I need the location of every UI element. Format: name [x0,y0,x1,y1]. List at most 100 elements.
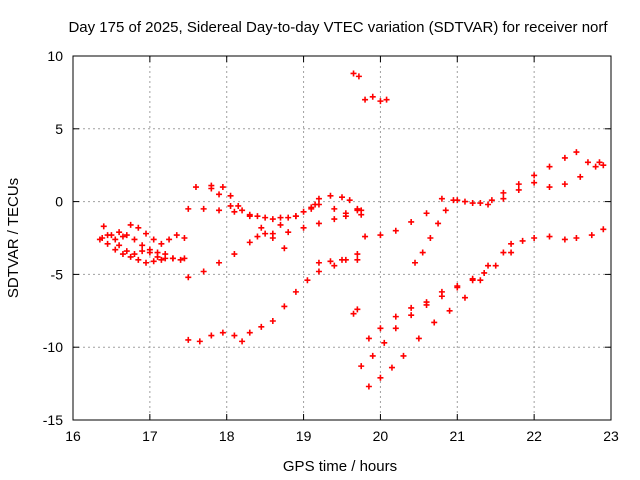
data-point [531,172,538,179]
data-point [185,336,192,343]
x-axis-label: GPS time / hours [283,458,397,475]
data-point [262,230,269,237]
data-point [377,98,384,105]
data-point [216,259,223,266]
y-tick-label: 10 [47,48,63,64]
series-8 [254,207,361,240]
data-point [388,364,395,371]
series-18 [365,226,607,390]
data-point [423,210,430,217]
data-point [308,204,315,211]
data-point [519,237,526,244]
data-point [104,232,111,239]
data-point [362,233,369,240]
data-point [485,201,492,208]
data-point [315,195,322,202]
y-tick-label: 5 [55,121,63,137]
data-point [488,197,495,204]
data-point [116,229,123,236]
series-1 [99,229,184,263]
data-point [331,262,338,269]
data-point [438,293,445,300]
data-point [339,256,345,263]
data-point [143,259,150,266]
data-point [365,335,372,342]
data-point [500,249,507,256]
series-15 [412,149,603,266]
data-point [150,258,157,265]
data-point [239,338,246,345]
data-point [277,214,284,221]
data-point [577,173,584,180]
data-point [531,235,538,241]
data-point [377,232,384,239]
data-point [292,288,299,295]
data-point [369,352,376,359]
data-point [99,235,106,241]
data-point [246,239,253,246]
data-point [100,223,107,230]
data-point [258,224,265,231]
x-tick-label: 23 [603,428,619,444]
plot-frame [72,55,612,421]
data-point [546,233,553,240]
x-tick-label: 19 [296,428,312,444]
data-point [285,214,292,221]
data-point [135,256,142,263]
data-point [450,197,457,204]
data-point [219,184,226,191]
series-10 [315,256,361,266]
series-16 [365,240,515,342]
data-point [231,251,238,258]
data-point [561,154,568,161]
y-tick-label: 0 [55,194,63,210]
data-point [354,207,361,214]
data-point [454,284,461,291]
data-point [277,221,284,228]
y-tick-label: -15 [43,412,63,428]
data-point [573,235,580,241]
data-point [123,232,130,239]
data-point [196,338,203,345]
data-point [216,191,223,198]
data-point [292,213,299,220]
data-point [442,207,449,214]
data-point [392,313,399,320]
series-14 [362,162,607,240]
data-point [327,258,334,265]
data-point [300,208,307,215]
data-point [492,262,499,269]
data-point [262,214,269,221]
data-point [477,200,484,207]
y-tick-label: -10 [43,339,63,355]
data-point [358,363,365,370]
chart-title: Day 175 of 2025, Sidereal Day-to-day VTE… [68,19,608,36]
series-3 [116,242,169,262]
series-9 [185,251,361,345]
data-point [181,255,188,262]
data-point [331,205,338,212]
data-point [419,249,426,256]
data-point [584,159,591,166]
data-point [227,192,234,199]
data-point [469,200,476,207]
data-point [346,197,353,204]
data-point [246,329,253,336]
data-point [143,230,150,237]
data-point [281,245,288,252]
data-point [281,303,288,310]
data-point [508,249,515,256]
y-axis-label: SDTVAR / TECUs [5,178,22,298]
data-point [561,181,568,188]
data-point [515,186,522,193]
x-tick-label: 17 [142,428,158,444]
series-11 [350,306,361,317]
data-point [112,236,119,243]
data-point [508,240,515,247]
data-point [588,232,595,239]
data-point [485,262,492,269]
data-point [377,374,384,381]
data-point [423,301,430,308]
data-point [315,259,322,266]
